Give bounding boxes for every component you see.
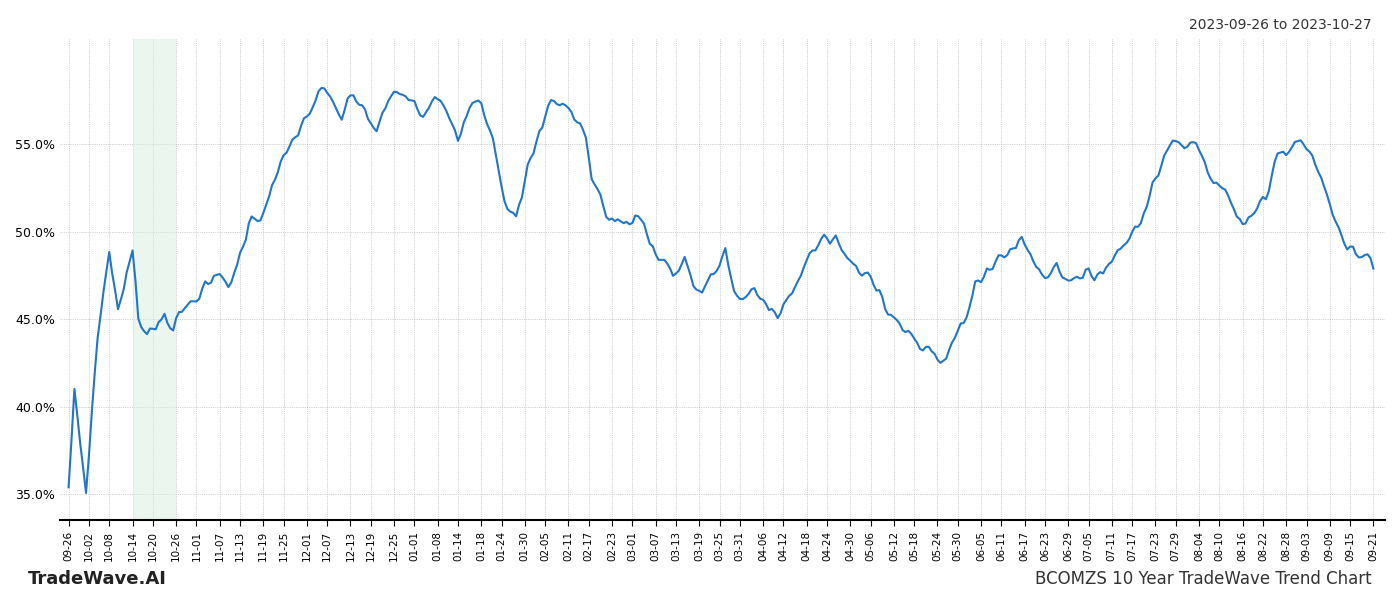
Text: BCOMZS 10 Year TradeWave Trend Chart: BCOMZS 10 Year TradeWave Trend Chart [1036,570,1372,588]
Text: TradeWave.AI: TradeWave.AI [28,570,167,588]
Text: 2023-09-26 to 2023-10-27: 2023-09-26 to 2023-10-27 [1190,18,1372,32]
Bar [133,39,176,520]
